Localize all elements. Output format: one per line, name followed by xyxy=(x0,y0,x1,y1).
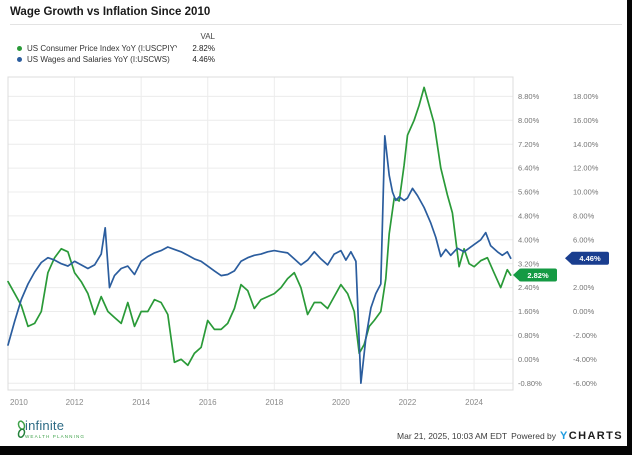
wages-series-dot-icon xyxy=(17,57,22,62)
svg-text:5.60%: 5.60% xyxy=(518,188,540,197)
svg-text:2.82%: 2.82% xyxy=(527,271,549,280)
svg-text:2010: 2010 xyxy=(10,398,28,407)
logo-subtext: WEALTH PLANNING xyxy=(25,434,86,439)
svg-text:8.00%: 8.00% xyxy=(573,212,595,221)
infinite-wealth-planning-logo: infinite WEALTH PLANNING xyxy=(15,419,85,444)
svg-text:3.20%: 3.20% xyxy=(518,259,540,268)
svg-text:2016: 2016 xyxy=(199,398,217,407)
svg-text:4.00%: 4.00% xyxy=(518,235,540,244)
bottom-border-bar xyxy=(0,446,632,455)
svg-text:1.60%: 1.60% xyxy=(518,307,540,316)
svg-text:4.80%: 4.80% xyxy=(518,212,540,221)
logo-name: infinite xyxy=(25,418,65,433)
svg-text:8.00%: 8.00% xyxy=(518,116,540,125)
svg-text:4.46%: 4.46% xyxy=(579,254,601,263)
svg-text:8.80%: 8.80% xyxy=(518,92,540,101)
svg-text:-6.00%: -6.00% xyxy=(573,379,597,388)
svg-text:2024: 2024 xyxy=(465,398,483,407)
footer-timestamp: Mar 21, 2025, 10:03 AM EDT xyxy=(397,431,508,441)
svg-text:12.00%: 12.00% xyxy=(573,164,599,173)
right-border-bar xyxy=(627,0,632,455)
footer: Mar 21, 2025, 10:03 AM EDT Powered by YC… xyxy=(397,430,623,442)
svg-text:7.20%: 7.20% xyxy=(518,140,540,149)
svg-text:2.00%: 2.00% xyxy=(573,283,595,292)
svg-text:6.00%: 6.00% xyxy=(573,235,595,244)
svg-text:18.00%: 18.00% xyxy=(573,92,599,101)
cpi-series-value: 2.82% xyxy=(192,43,215,53)
svg-text:0.80%: 0.80% xyxy=(518,331,540,340)
svg-text:6.40%: 6.40% xyxy=(518,164,540,173)
svg-text:2020: 2020 xyxy=(332,398,350,407)
svg-text:2022: 2022 xyxy=(399,398,417,407)
title-divider xyxy=(10,24,622,25)
svg-text:0.00%: 0.00% xyxy=(573,307,595,316)
ycharts-rest: CHARTS xyxy=(568,430,623,442)
ycharts-y: Y xyxy=(560,430,569,442)
svg-text:2.40%: 2.40% xyxy=(518,283,540,292)
svg-text:2018: 2018 xyxy=(265,398,283,407)
svg-text:0.00%: 0.00% xyxy=(518,355,540,364)
wages-series-label: US Wages and Salaries YoY (I:USCWS) xyxy=(27,55,170,64)
legend: VAL US Consumer Price Index YoY (I:USCPI… xyxy=(17,32,215,64)
ycharts-logo[interactable]: YCHARTS xyxy=(560,430,623,442)
infinite-leaf-icon xyxy=(15,420,28,444)
svg-text:14.00%: 14.00% xyxy=(573,140,599,149)
svg-text:-4.00%: -4.00% xyxy=(573,355,597,364)
wages-series-value: 4.46% xyxy=(192,55,215,64)
legend-val-header: VAL xyxy=(200,32,215,41)
cpi-series-label: US Consumer Price Index YoY (I:USCPIYY) xyxy=(27,43,177,53)
svg-text:10.00%: 10.00% xyxy=(573,188,599,197)
svg-text:-0.80%: -0.80% xyxy=(518,379,542,388)
svg-text:2014: 2014 xyxy=(132,398,150,407)
page-title: Wage Growth vs Inflation Since 2010 xyxy=(10,6,211,18)
footer-powered-by: Powered by xyxy=(511,431,557,441)
cpi-series-dot-icon xyxy=(17,45,22,51)
svg-text:2012: 2012 xyxy=(66,398,84,407)
svg-text:-2.00%: -2.00% xyxy=(573,331,597,340)
svg-text:16.00%: 16.00% xyxy=(573,116,599,125)
